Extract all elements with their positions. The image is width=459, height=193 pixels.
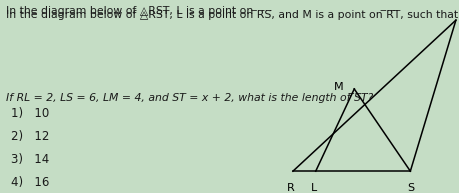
Text: L: L (311, 183, 317, 193)
Text: R: R (287, 183, 295, 193)
Text: If RL = 2, LS = 6, LM = 4, and ST = x + 2, what is the length of ̅S̅T̅?: If RL = 2, LS = 6, LM = 4, and ST = x + … (6, 93, 373, 103)
Text: In the diagram below of △RST, L is a point on ̅R̅S̅, and M is a point on ̅R̅T̅, : In the diagram below of △RST, L is a poi… (6, 10, 459, 20)
Text: M: M (334, 82, 344, 92)
Text: 2)   12: 2) 12 (11, 130, 50, 143)
Text: 4)   16: 4) 16 (11, 176, 50, 189)
Text: In the diagram below of △RST, L is a point on: In the diagram below of △RST, L is a poi… (6, 6, 256, 16)
Text: 1)   10: 1) 10 (11, 107, 50, 120)
Text: 3)   14: 3) 14 (11, 153, 50, 166)
Text: S: S (407, 183, 414, 193)
